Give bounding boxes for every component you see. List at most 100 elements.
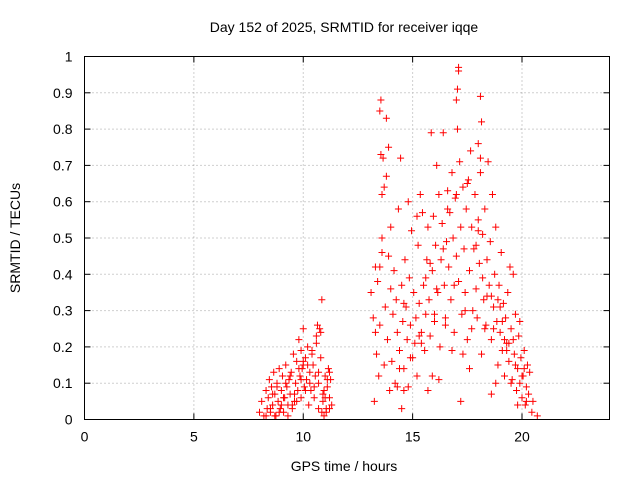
y-tick-label: 0 bbox=[65, 412, 73, 428]
data-point bbox=[311, 372, 319, 380]
y-tick-label: 0.3 bbox=[53, 303, 73, 319]
data-point bbox=[301, 386, 309, 394]
data-point bbox=[391, 379, 399, 387]
x-axis-label: GPS time / hours bbox=[291, 458, 398, 474]
data-point bbox=[417, 339, 425, 347]
data-point bbox=[304, 343, 312, 351]
data-point bbox=[274, 397, 282, 405]
data-point bbox=[403, 336, 411, 344]
data-point bbox=[288, 401, 296, 409]
data-point bbox=[433, 285, 441, 293]
data-point bbox=[509, 270, 517, 278]
y-tick-label: 0.1 bbox=[53, 375, 73, 391]
data-point bbox=[319, 397, 327, 405]
data-point bbox=[505, 357, 513, 365]
data-point bbox=[463, 180, 471, 188]
data-point bbox=[476, 92, 484, 100]
data-point bbox=[315, 405, 323, 413]
data-point bbox=[295, 336, 303, 344]
data-point bbox=[481, 205, 489, 213]
data-point bbox=[262, 412, 270, 420]
data-point bbox=[258, 397, 266, 405]
data-point bbox=[284, 412, 292, 420]
x-tick-label: 5 bbox=[190, 429, 198, 445]
data-point bbox=[385, 252, 393, 260]
data-point bbox=[376, 107, 384, 115]
data-point bbox=[533, 412, 541, 420]
data-point bbox=[421, 347, 429, 355]
data-point bbox=[315, 379, 323, 387]
data-point bbox=[376, 321, 384, 329]
data-point bbox=[393, 328, 401, 336]
data-point bbox=[478, 118, 486, 126]
data-point bbox=[439, 129, 447, 137]
data-point bbox=[443, 238, 451, 246]
data-point bbox=[394, 205, 402, 213]
data-point bbox=[393, 383, 401, 391]
data-point bbox=[504, 288, 512, 296]
data-point bbox=[508, 376, 516, 384]
data-point bbox=[269, 390, 277, 398]
data-point bbox=[523, 361, 531, 369]
data-point bbox=[299, 325, 307, 333]
data-point bbox=[450, 281, 458, 289]
data-point bbox=[476, 154, 484, 162]
data-point bbox=[405, 274, 413, 282]
data-point bbox=[509, 336, 517, 344]
data-point bbox=[475, 259, 483, 267]
data-point bbox=[516, 379, 524, 387]
data-point bbox=[515, 332, 523, 340]
y-axis-label: SRMTID / TECUs bbox=[7, 183, 23, 293]
data-point bbox=[494, 361, 502, 369]
data-point bbox=[520, 365, 528, 373]
data-point bbox=[417, 328, 425, 336]
data-point bbox=[283, 383, 291, 391]
data-point bbox=[487, 336, 495, 344]
data-point bbox=[469, 307, 477, 315]
data-point bbox=[292, 379, 300, 387]
data-point bbox=[318, 296, 326, 304]
data-point bbox=[285, 376, 293, 384]
data-point bbox=[486, 238, 494, 246]
data-point bbox=[319, 390, 327, 398]
data-point bbox=[455, 278, 463, 286]
data-point bbox=[316, 325, 324, 333]
data-point bbox=[450, 328, 458, 336]
data-point bbox=[324, 365, 332, 373]
data-point bbox=[485, 281, 493, 289]
data-point bbox=[373, 350, 381, 358]
data-point bbox=[321, 394, 329, 402]
data-point bbox=[377, 96, 385, 104]
data-point bbox=[452, 252, 460, 260]
data-point bbox=[458, 310, 466, 318]
data-point bbox=[369, 314, 377, 322]
data-point bbox=[479, 230, 487, 238]
data-point bbox=[305, 401, 313, 409]
data-point bbox=[280, 394, 288, 402]
data-point bbox=[444, 187, 452, 195]
data-point bbox=[271, 412, 279, 420]
data-point bbox=[402, 303, 410, 311]
data-point bbox=[448, 169, 456, 177]
data-point bbox=[428, 267, 436, 275]
data-point bbox=[398, 281, 406, 289]
data-point bbox=[518, 372, 526, 380]
data-point bbox=[433, 161, 441, 169]
data-point bbox=[377, 151, 385, 159]
data-point bbox=[380, 361, 388, 369]
data-point bbox=[322, 408, 330, 416]
data-point bbox=[459, 183, 467, 191]
data-point bbox=[452, 190, 460, 198]
data-point bbox=[370, 397, 378, 405]
data-point bbox=[371, 328, 379, 336]
data-point bbox=[282, 379, 290, 387]
data-point bbox=[435, 190, 443, 198]
data-point bbox=[297, 347, 305, 355]
data-point bbox=[326, 368, 333, 376]
data-point bbox=[495, 281, 503, 289]
data-point bbox=[297, 376, 305, 384]
data-point bbox=[492, 223, 500, 231]
data-point bbox=[491, 270, 499, 278]
data-point bbox=[326, 405, 333, 413]
